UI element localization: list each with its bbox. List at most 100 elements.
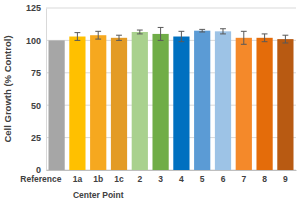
x-tick-label: 7 — [241, 174, 246, 184]
error-bar — [199, 29, 205, 32]
error-stem — [119, 35, 120, 40]
error-bar — [74, 33, 80, 41]
error-cap — [95, 39, 101, 40]
bar — [236, 38, 252, 170]
error-bar — [262, 34, 268, 42]
error-cap — [116, 35, 122, 36]
y-axis-title: Cell Growth (% Control) — [2, 35, 13, 142]
y-tick-label: 100 — [26, 36, 41, 46]
y-tick: 125 — [26, 3, 46, 13]
bar — [69, 37, 85, 170]
error-stem — [139, 30, 140, 34]
y-axis: 0255075100125 — [26, 3, 47, 175]
x-tick-label: 9 — [283, 174, 288, 184]
error-cap — [178, 41, 184, 42]
x-tick: 2 — [137, 170, 142, 184]
error-stem — [222, 29, 223, 34]
error-cap — [199, 29, 205, 30]
x-tick: 1b — [93, 170, 103, 184]
bar — [152, 34, 168, 170]
x-tick-label: 3 — [158, 174, 163, 184]
x-tick: 4 — [179, 170, 184, 184]
error-cap — [74, 32, 80, 33]
plot: 0255075100125Reference1a1b1c23456789Cent… — [20, 3, 296, 200]
y-tick: 100 — [26, 36, 46, 46]
error-cap — [158, 40, 164, 41]
error-cap — [178, 31, 184, 32]
error-cap — [95, 31, 101, 32]
bar — [173, 37, 189, 170]
y-tick: 75 — [31, 68, 46, 78]
x-tick-label: 2 — [137, 174, 142, 184]
error-cap — [199, 31, 205, 32]
x-tick: 3 — [158, 170, 163, 184]
x-tick-label: Reference — [20, 174, 61, 184]
x-tick: 7 — [241, 170, 246, 184]
x-tick: Reference — [20, 170, 61, 184]
error-cap — [158, 27, 164, 28]
error-bar — [137, 30, 143, 34]
error-cap — [241, 31, 247, 32]
error-stem — [181, 31, 182, 41]
error-stem — [98, 31, 99, 39]
error-bar — [220, 29, 226, 34]
bar — [215, 31, 231, 170]
x-tick: 1c — [114, 170, 124, 184]
y-tick-label: 125 — [26, 3, 41, 13]
y-tick-label: 25 — [31, 133, 41, 143]
error-bar — [116, 35, 122, 40]
x-tick-label: 4 — [179, 174, 184, 184]
error-cap — [262, 33, 268, 34]
chart: 0255075100125Reference1a1b1c23456789Cent… — [0, 0, 300, 205]
error-cap — [220, 33, 226, 34]
x-tick: 9 — [283, 170, 288, 184]
x-tick-label: 8 — [262, 174, 267, 184]
error-stem — [264, 34, 265, 42]
x-tick: 5 — [200, 170, 205, 184]
error-bar — [178, 31, 184, 41]
bar — [111, 38, 127, 170]
bar — [132, 32, 148, 170]
grid — [46, 8, 296, 170]
group-label: Center Point — [73, 190, 124, 200]
error-cap — [220, 28, 226, 29]
x-axis-line — [47, 170, 297, 171]
x-tick-label: 6 — [221, 174, 226, 184]
bar — [256, 38, 272, 170]
y-axis-line — [46, 9, 47, 171]
error-stem — [77, 33, 78, 41]
error-cap — [137, 33, 143, 34]
x-tick-label: 1b — [93, 174, 103, 184]
bar — [277, 39, 293, 170]
error-stem — [160, 27, 161, 40]
y-tick-label: 75 — [31, 68, 41, 78]
bar — [194, 31, 210, 170]
x-tick-label: 1c — [114, 174, 124, 184]
x-tick-label: 1a — [73, 174, 83, 184]
bar — [48, 40, 64, 170]
error-cap — [282, 42, 288, 43]
error-bar — [241, 31, 247, 44]
x-tick: 1a — [73, 170, 83, 184]
x-tick-label: 5 — [200, 174, 205, 184]
error-cap — [137, 30, 143, 31]
error-cap — [241, 44, 247, 45]
error-cap — [282, 35, 288, 36]
grid-line — [46, 8, 296, 9]
y-tick: 25 — [31, 133, 46, 143]
error-cap — [116, 40, 122, 41]
x-tick: 6 — [221, 170, 226, 184]
y-tick: 50 — [31, 101, 46, 111]
error-bar — [158, 27, 164, 40]
error-cap — [262, 41, 268, 42]
x-axis: Reference 1a 1b 1c 2 3 4 5 6 7 8 9 — [20, 170, 296, 184]
x-tick: 8 — [262, 170, 267, 184]
error-stem — [243, 31, 244, 44]
bar — [90, 35, 106, 170]
marks — [48, 27, 293, 170]
error-cap — [74, 40, 80, 41]
error-stem — [285, 35, 286, 43]
error-bar — [95, 31, 101, 39]
y-tick-label: 50 — [31, 101, 41, 111]
error-bar — [282, 35, 288, 43]
